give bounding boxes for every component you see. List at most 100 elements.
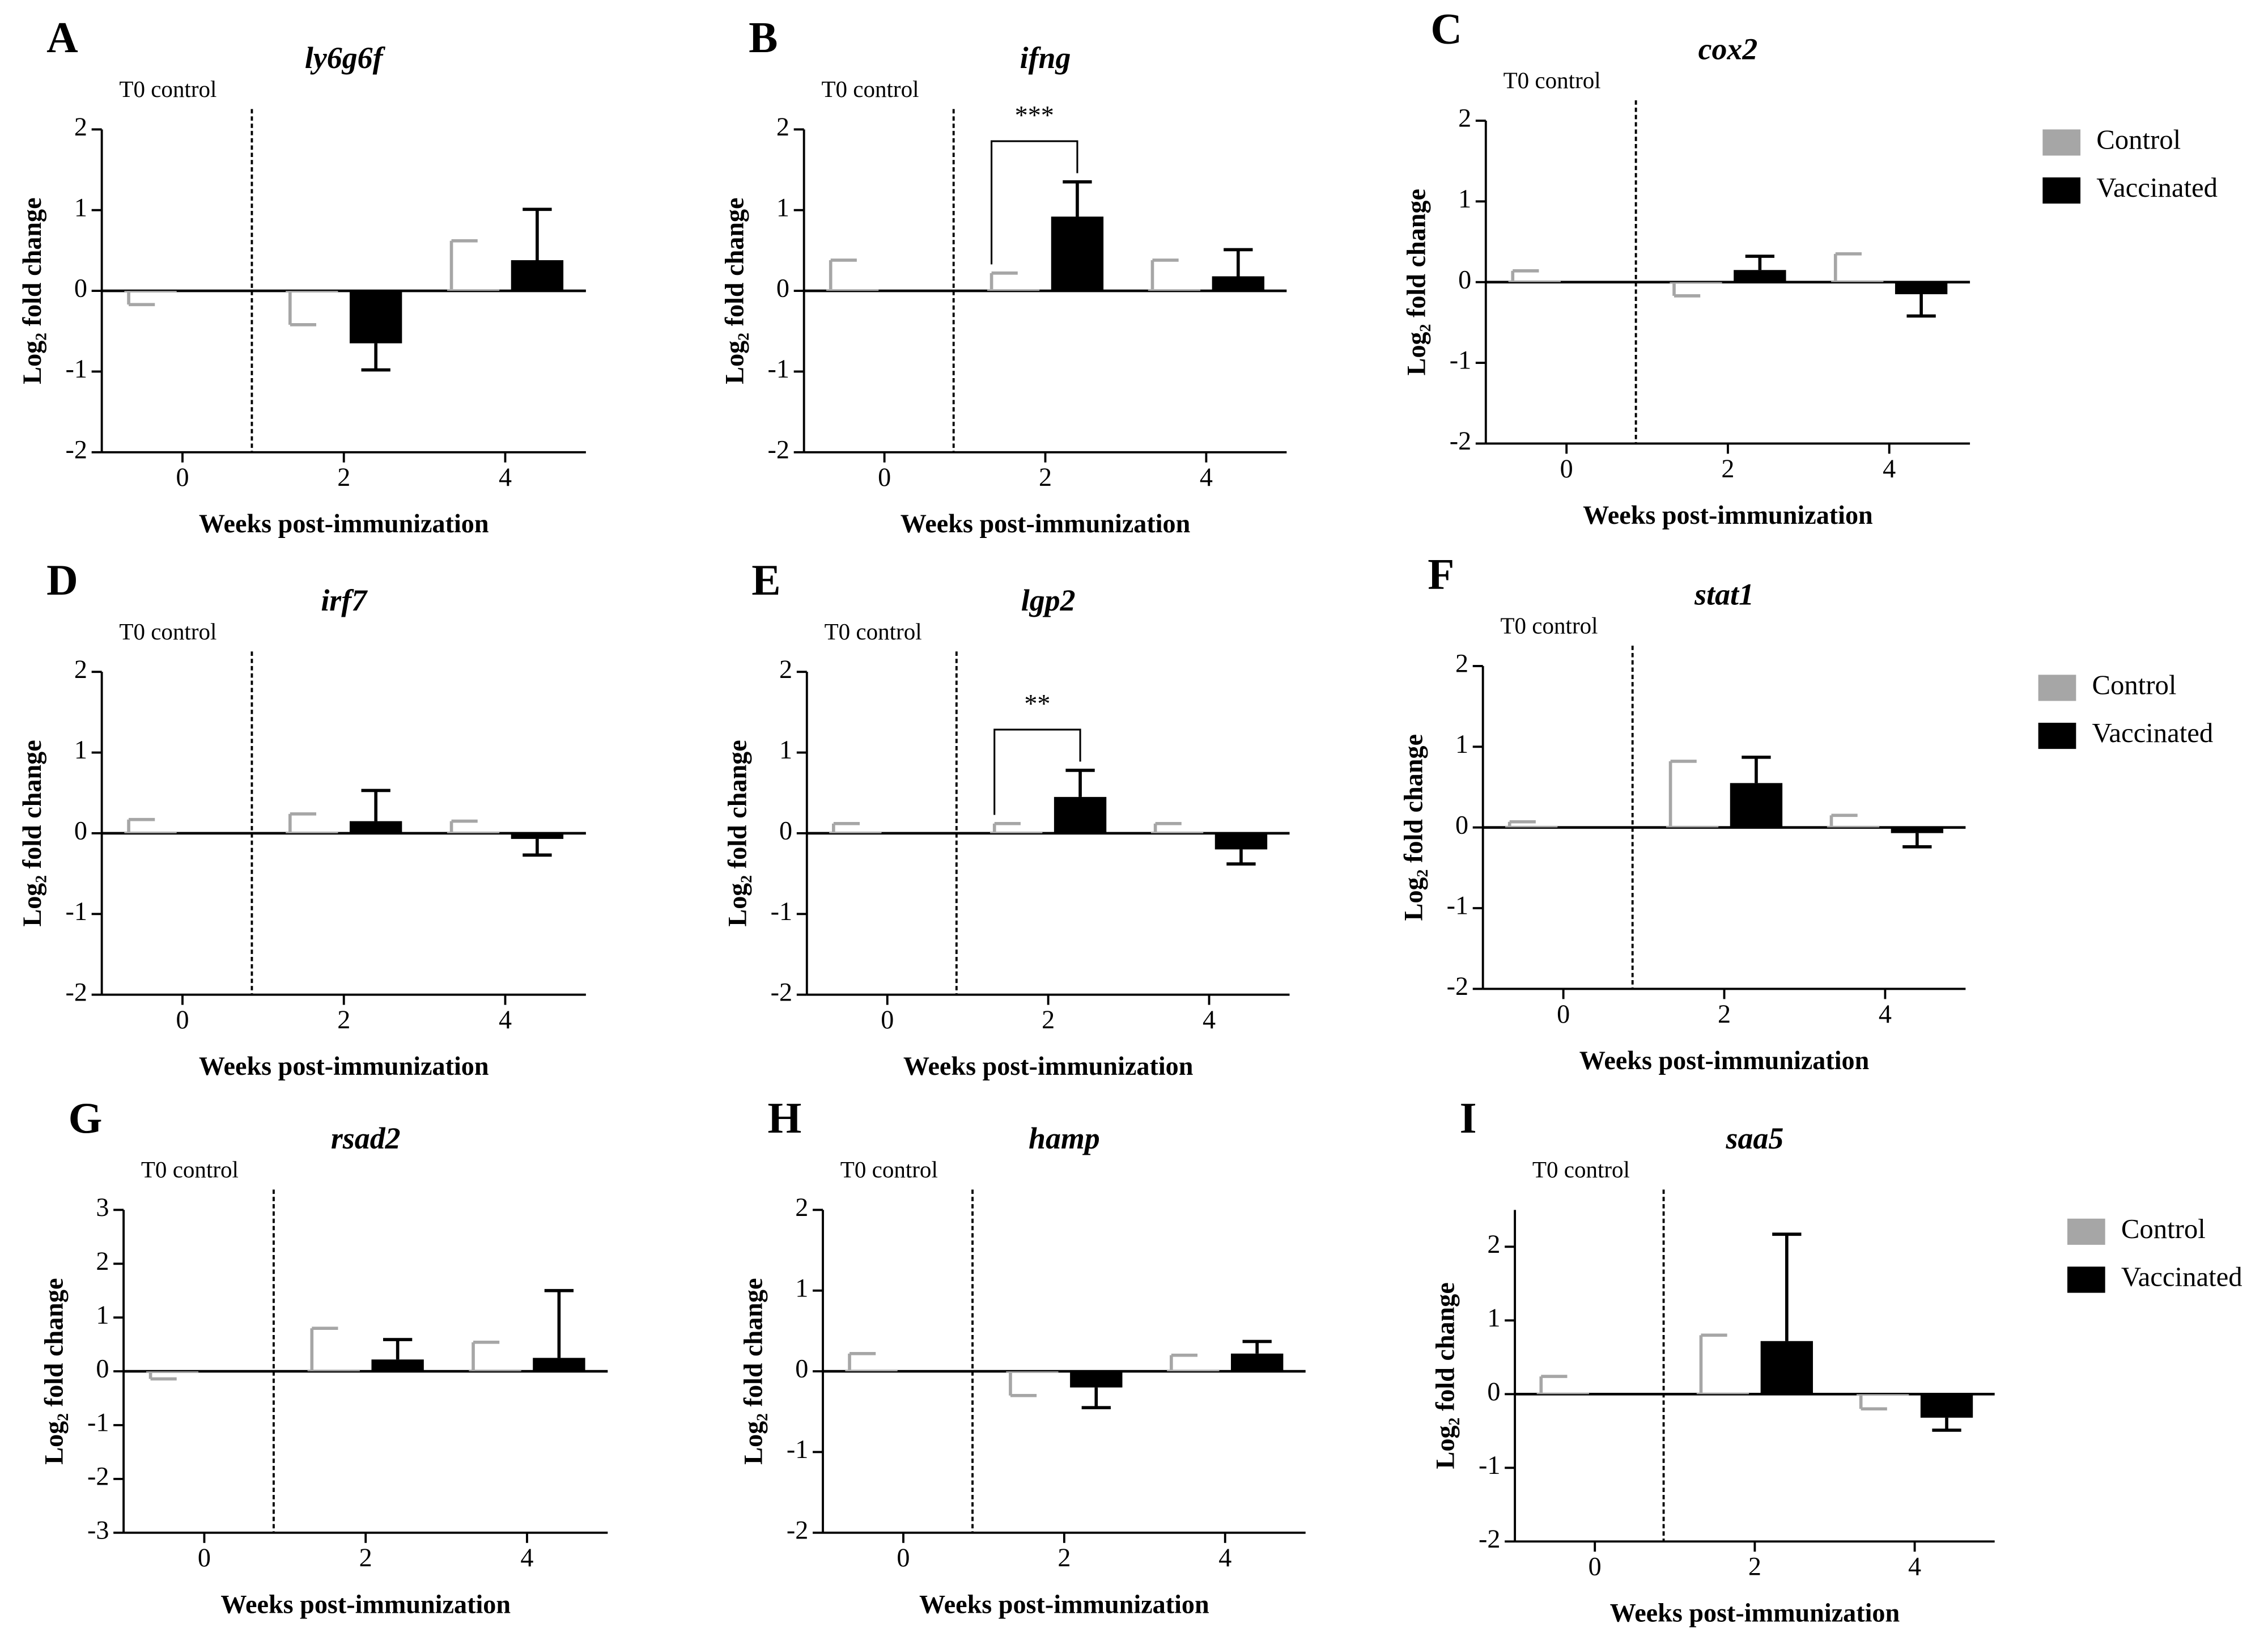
- panel-letter: C: [1430, 5, 1462, 53]
- x-tick-label: 4: [520, 1543, 533, 1572]
- x-axis-label: Weeks post-immunization: [220, 1590, 511, 1618]
- bar: [1696, 1392, 1749, 1395]
- y-tick-label: 2: [1487, 1230, 1500, 1258]
- y-tick-label: 1: [1487, 1303, 1500, 1332]
- y-tick-label: 1: [779, 735, 792, 764]
- x-tick-label: 2: [1039, 463, 1052, 491]
- bar: [447, 289, 500, 291]
- x-axis-label: Weeks post-immunization: [1610, 1599, 1900, 1627]
- panel-letter: E: [751, 556, 780, 604]
- y-tick-label: 1: [1458, 184, 1471, 213]
- x-tick-label: 0: [176, 1005, 189, 1034]
- x-tick-label: 2: [359, 1543, 372, 1572]
- bar: [1006, 1371, 1059, 1373]
- x-tick-label: 0: [1557, 999, 1570, 1028]
- bar: [1670, 282, 1722, 284]
- x-axis-label: Weeks post-immunization: [1579, 1046, 1870, 1075]
- y-tick-label: 0: [1487, 1377, 1500, 1406]
- annotation: T0 control: [119, 76, 216, 102]
- legend-swatch: [2042, 177, 2081, 204]
- y-tick-label: -2: [87, 1462, 109, 1491]
- panel-letter: G: [69, 1094, 103, 1142]
- y-tick-label: 1: [74, 193, 87, 222]
- bar: [845, 1370, 898, 1372]
- bar: [533, 1358, 585, 1372]
- y-tick-label: -1: [1447, 891, 1468, 920]
- panel-title: lgp2: [1021, 583, 1076, 617]
- y-tick-label: 0: [96, 1354, 109, 1383]
- y-axis-label: Log₂ fold change: [40, 1278, 69, 1464]
- y-tick-label: 1: [1455, 730, 1468, 758]
- panel-letter: D: [46, 556, 78, 604]
- panel-title: irf7: [321, 583, 368, 617]
- bar: [826, 289, 879, 291]
- annotation: T0 control: [1500, 613, 1598, 639]
- panel-title: stat1: [1694, 578, 1754, 612]
- x-tick-label: 4: [1218, 1543, 1231, 1572]
- legend-swatch: [2067, 1266, 2105, 1293]
- y-tick-label: -2: [771, 977, 792, 1006]
- x-axis-label: Weeks post-immunization: [199, 509, 489, 538]
- bar: [1231, 1353, 1284, 1372]
- bar: [1505, 825, 1558, 828]
- y-tick-label: -1: [87, 1408, 109, 1437]
- significance-bracket: [991, 140, 1078, 265]
- y-tick-label: 1: [96, 1300, 109, 1329]
- x-tick-label: 2: [1721, 454, 1734, 483]
- panel-letter: H: [768, 1094, 802, 1142]
- annotation: T0 control: [1503, 67, 1601, 94]
- x-axis-label: Weeks post-immunization: [1583, 501, 1873, 529]
- x-tick-label: 2: [1748, 1552, 1761, 1581]
- x-tick-label: 2: [1042, 1005, 1055, 1034]
- bar: [1167, 1370, 1220, 1372]
- annotation: T0 control: [840, 1156, 938, 1183]
- x-tick-label: 4: [1879, 999, 1892, 1028]
- x-tick-label: 0: [198, 1543, 211, 1572]
- legend-label: Control: [2092, 670, 2177, 701]
- panel-letter: I: [1460, 1094, 1477, 1142]
- bar: [371, 1359, 424, 1372]
- x-axis-label: Weeks post-immunization: [901, 509, 1191, 538]
- bar: [829, 832, 882, 833]
- y-tick-label: 0: [1455, 810, 1468, 839]
- bar: [1734, 270, 1786, 282]
- x-tick-label: 2: [337, 463, 350, 491]
- panel-title: hamp: [1029, 1121, 1100, 1155]
- y-tick-label: -1: [768, 354, 789, 383]
- y-axis-label: Log₂ fold change: [1431, 1282, 1460, 1469]
- legend-swatch: [2067, 1218, 2105, 1245]
- bar: [350, 291, 402, 344]
- significance-label: **: [1024, 689, 1050, 718]
- bar: [1831, 280, 1884, 282]
- x-tick-label: 2: [1057, 1543, 1071, 1572]
- y-tick-label: 0: [776, 274, 789, 303]
- y-tick-label: -1: [1479, 1451, 1500, 1480]
- x-tick-label: 0: [878, 463, 891, 491]
- bar: [447, 832, 500, 833]
- bar: [1051, 217, 1104, 291]
- x-tick-label: 0: [176, 463, 189, 491]
- bar: [1150, 832, 1204, 833]
- panel-letter: B: [749, 13, 778, 62]
- y-tick-label: 2: [74, 655, 87, 684]
- panel-letter: F: [1428, 550, 1454, 599]
- legend-label: Vaccinated: [2092, 718, 2214, 748]
- annotation: T0 control: [825, 618, 922, 645]
- bar: [511, 260, 564, 291]
- bar: [1920, 1394, 1973, 1418]
- x-tick-label: 4: [499, 1005, 512, 1034]
- bar: [1054, 796, 1107, 833]
- bar: [1827, 825, 1880, 828]
- bar: [1895, 282, 1948, 295]
- bar: [990, 832, 1043, 833]
- y-tick-label: 2: [795, 1193, 808, 1222]
- y-tick-label: -2: [1447, 972, 1468, 1001]
- panel-title: saa5: [1726, 1121, 1784, 1155]
- bar: [987, 289, 1040, 291]
- panel-title: ly6g6f: [305, 41, 386, 75]
